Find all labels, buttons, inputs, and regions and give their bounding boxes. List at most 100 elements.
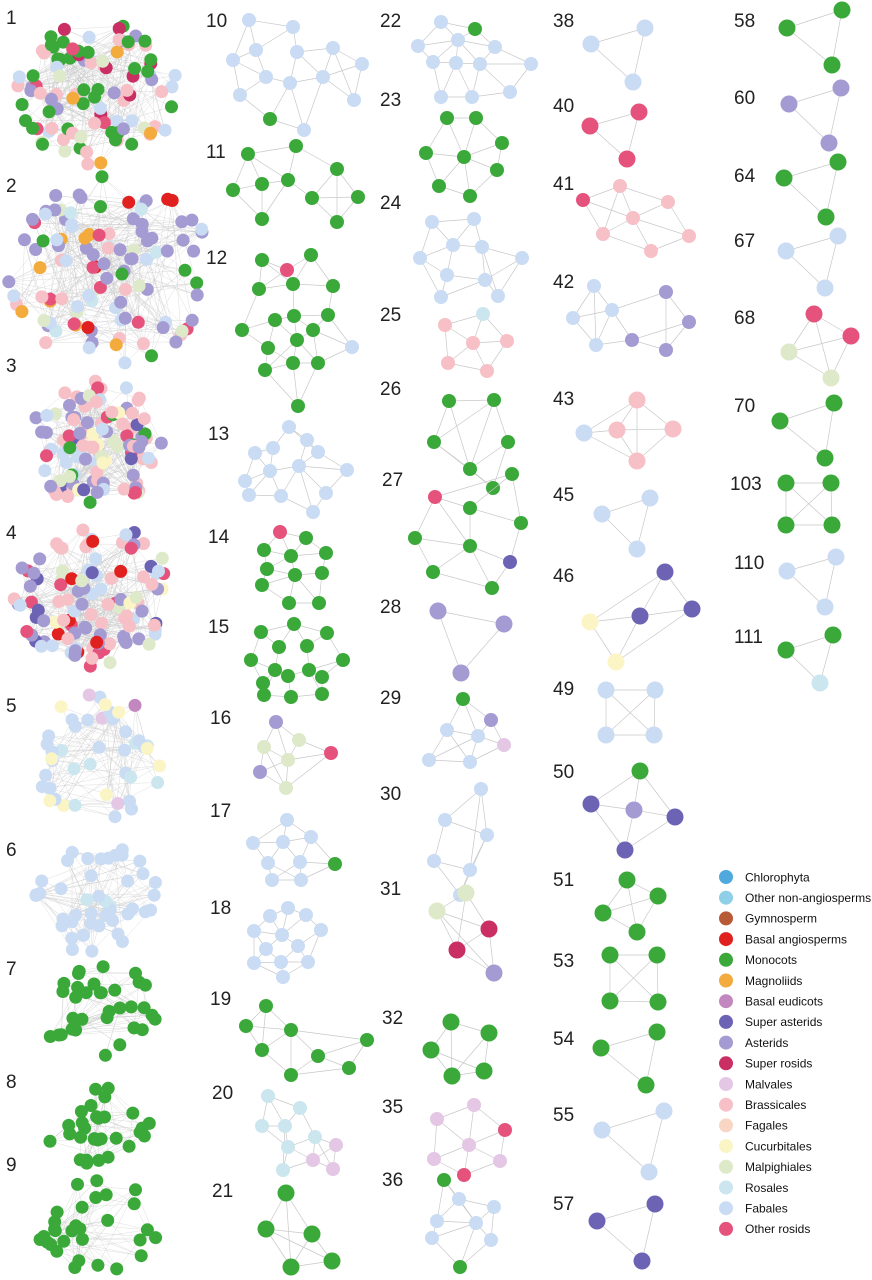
edge [171, 200, 182, 335]
node [35, 425, 49, 439]
node [109, 338, 123, 352]
node [300, 433, 314, 447]
node [36, 234, 50, 248]
node [136, 867, 150, 881]
edge [8, 281, 91, 297]
edge [786, 27, 833, 66]
node [43, 781, 57, 795]
cluster-36: 36 [382, 1170, 501, 1274]
node [84, 608, 98, 621]
cluster-64: 64 [734, 153, 847, 226]
node [185, 313, 199, 327]
cluster-label: 41 [553, 174, 574, 195]
node [463, 189, 477, 203]
node [48, 1224, 62, 1238]
cluster-label: 58 [734, 11, 755, 32]
cluster-label: 10 [206, 11, 227, 32]
edge [583, 432, 638, 462]
node [136, 337, 150, 351]
node [81, 45, 95, 59]
cluster-label: 42 [553, 272, 574, 293]
node [38, 207, 52, 221]
node [467, 1098, 481, 1112]
cluster-26: 26 [380, 379, 515, 495]
edge [49, 209, 61, 302]
edge [641, 1203, 656, 1262]
legend-label: Super asterids [745, 1015, 822, 1029]
legend-swatch [719, 1159, 733, 1174]
cluster-label: 70 [734, 396, 755, 417]
node [131, 315, 145, 329]
edge [146, 259, 177, 343]
node [145, 231, 159, 245]
node [655, 1102, 673, 1120]
edge [31, 68, 135, 88]
cluster-label: 3 [6, 356, 17, 377]
edge [20, 544, 135, 606]
edge [446, 117, 465, 158]
node [118, 743, 131, 757]
node [487, 1200, 501, 1214]
node [408, 531, 422, 545]
node [106, 914, 119, 927]
node [440, 723, 454, 737]
node [280, 813, 294, 827]
legend-entry: Super rosids [719, 1056, 812, 1071]
node [110, 440, 124, 453]
legend-swatch [719, 1056, 733, 1071]
legend-entry: Brassicales [719, 1097, 806, 1112]
node [40, 1235, 54, 1249]
node [287, 309, 301, 323]
edge [602, 895, 659, 914]
node [57, 22, 71, 36]
cluster-111: 111 [734, 626, 842, 692]
node [490, 163, 504, 177]
edge [593, 285, 597, 346]
node [284, 690, 298, 704]
node [33, 86, 47, 100]
edge [82, 1229, 148, 1240]
edge [493, 399, 509, 443]
edge [89, 322, 166, 349]
edge [779, 402, 835, 422]
node [57, 976, 71, 990]
edge [74, 576, 144, 656]
node [304, 248, 318, 262]
node [438, 813, 452, 827]
node [478, 273, 492, 287]
node [618, 150, 636, 168]
node [233, 88, 247, 102]
node [235, 323, 249, 337]
node [66, 42, 80, 56]
node [430, 1214, 444, 1228]
edge [619, 185, 669, 203]
node [20, 625, 34, 638]
node [125, 406, 139, 420]
node [67, 762, 81, 776]
node [475, 1062, 493, 1080]
edge [87, 858, 151, 911]
node [442, 394, 456, 408]
edge [285, 752, 332, 789]
edge [436, 910, 490, 930]
cluster-label: 111 [734, 627, 763, 648]
edge [639, 770, 676, 818]
edge [74, 805, 132, 810]
node [488, 40, 502, 54]
node [463, 863, 477, 877]
node [29, 243, 43, 256]
legend-label: Brassicales [745, 1098, 806, 1112]
node [84, 906, 98, 920]
cluster-60: 60 [734, 79, 850, 152]
node [625, 801, 643, 819]
node [103, 656, 117, 670]
node [469, 111, 483, 125]
node [425, 215, 439, 229]
node [626, 211, 640, 225]
edge [8, 281, 76, 326]
node [457, 884, 475, 902]
node [588, 1212, 606, 1230]
node [255, 212, 269, 226]
node [121, 907, 135, 921]
node [419, 146, 433, 160]
